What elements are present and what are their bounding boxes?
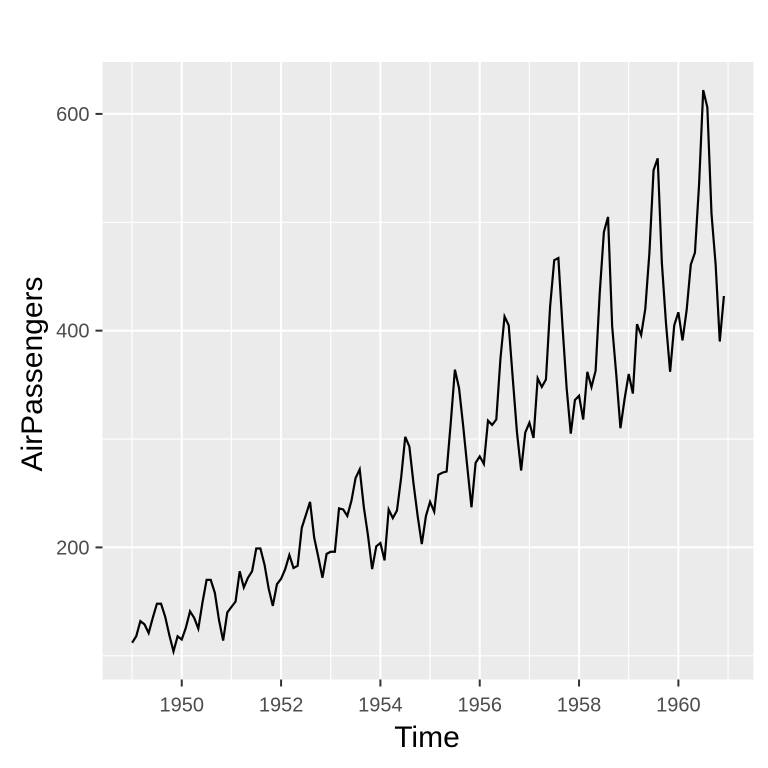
x-axis-tick-label: 1954 [358,695,403,717]
x-axis-tick-label: 1960 [656,695,701,717]
y-axis-tick-label: 400 [56,321,89,343]
x-axis-title: Time [394,721,460,754]
x-axis-tick-label: 1950 [160,695,205,717]
y-axis-tick-label: 600 [56,104,89,126]
y-axis-tick-label: 200 [56,537,89,559]
x-axis-tick-label: 1956 [457,695,502,717]
x-axis-tick-label: 1952 [259,695,304,717]
plot-panel-background [102,62,754,680]
y-axis-title: AirPassengers [16,276,49,472]
airpassengers-series-line [131,89,726,656]
x-axis-tick-label: 1958 [557,695,602,717]
